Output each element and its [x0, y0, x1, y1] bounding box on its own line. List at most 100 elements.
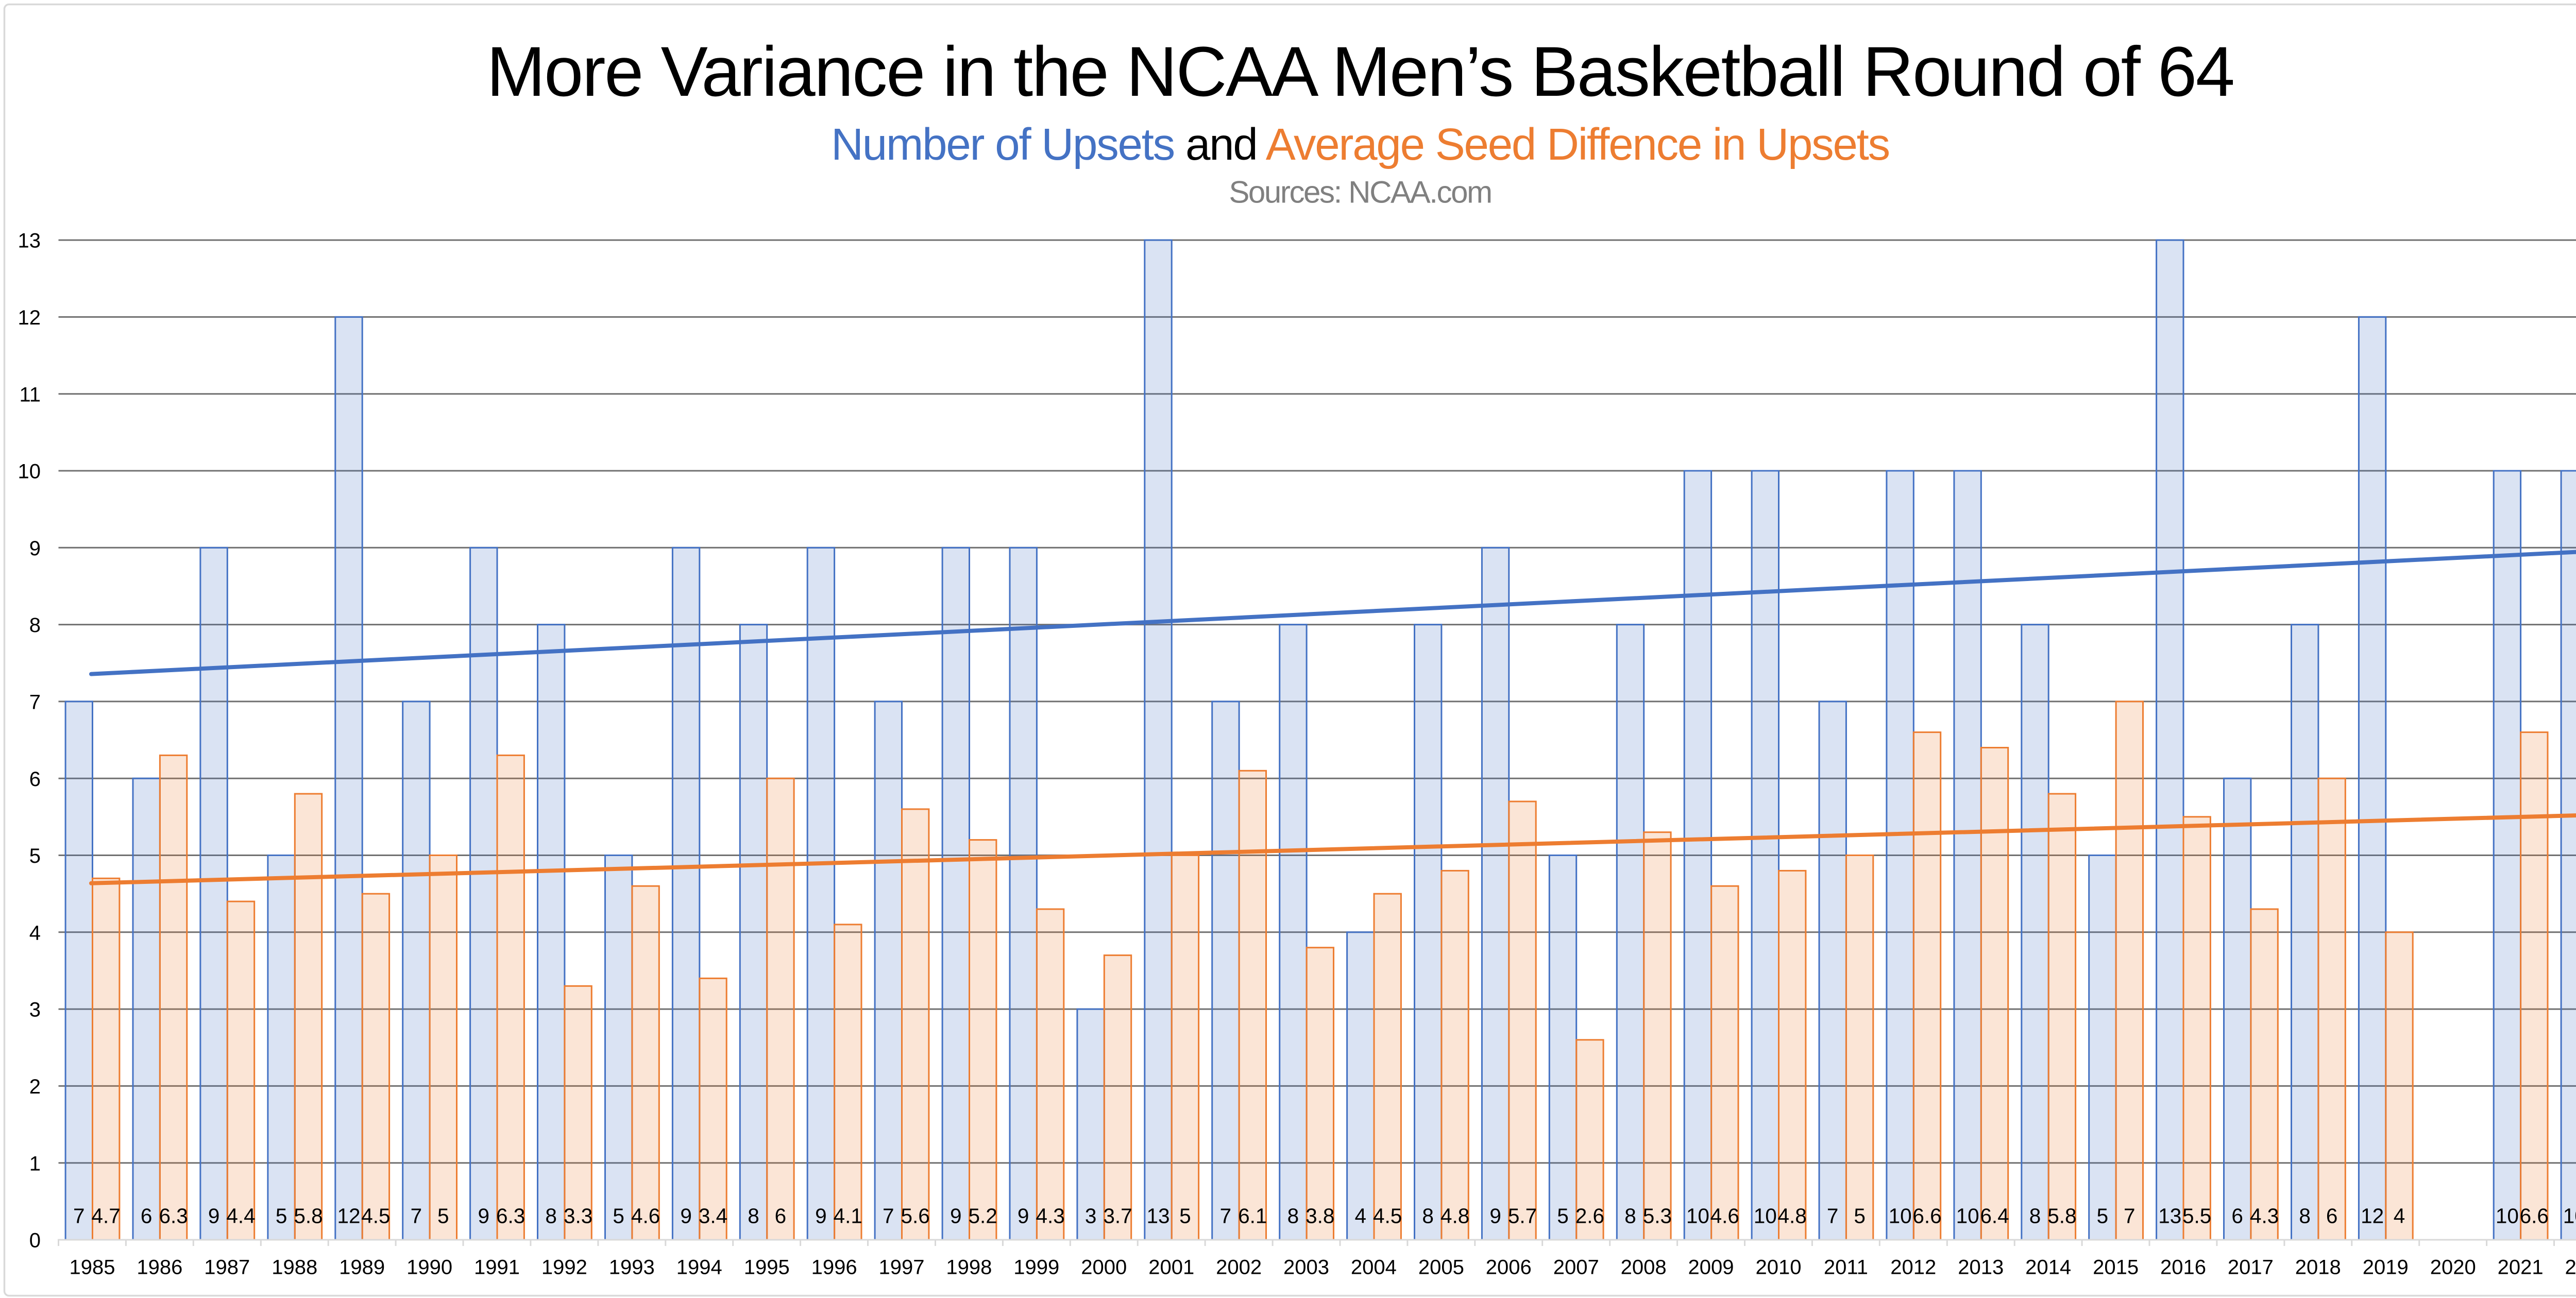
svg-text:13: 13	[18, 230, 41, 252]
svg-text:Number of Upsets and Average S: Number of Upsets and Average Seed Diffen…	[831, 119, 1889, 169]
svg-text:10: 10	[1686, 1204, 1709, 1228]
svg-text:8: 8	[545, 1204, 557, 1228]
svg-text:5.2: 5.2	[969, 1204, 997, 1228]
svg-text:4.5: 4.5	[361, 1204, 390, 1228]
svg-text:1996: 1996	[811, 1256, 857, 1279]
svg-text:5: 5	[276, 1204, 287, 1228]
svg-text:4.8: 4.8	[1778, 1204, 1807, 1228]
svg-text:4.8: 4.8	[1440, 1204, 1469, 1228]
svg-text:1994: 1994	[676, 1256, 722, 1279]
svg-text:1989: 1989	[339, 1256, 385, 1279]
svg-text:5: 5	[437, 1204, 449, 1228]
svg-text:5: 5	[1179, 1204, 1191, 1228]
svg-text:4.3: 4.3	[1036, 1204, 1064, 1228]
svg-text:2.6: 2.6	[1575, 1204, 1604, 1228]
svg-text:10: 10	[2496, 1204, 2519, 1228]
svg-text:2006: 2006	[1486, 1256, 1532, 1279]
svg-text:6: 6	[29, 768, 41, 791]
svg-text:2002: 2002	[1216, 1256, 1262, 1279]
svg-text:2013: 2013	[1958, 1256, 2004, 1279]
svg-text:6.4: 6.4	[1980, 1204, 2009, 1228]
svg-text:11: 11	[19, 383, 41, 406]
svg-text:8: 8	[2299, 1204, 2311, 1228]
svg-text:6.6: 6.6	[2520, 1204, 2549, 1228]
svg-text:4.4: 4.4	[226, 1204, 255, 1228]
svg-text:7: 7	[1827, 1204, 1839, 1228]
svg-text:2022: 2022	[2565, 1256, 2576, 1279]
svg-text:9: 9	[478, 1204, 490, 1228]
svg-text:2003: 2003	[1283, 1256, 1329, 1279]
svg-text:12: 12	[18, 306, 41, 329]
svg-text:1987: 1987	[204, 1256, 250, 1279]
svg-text:12: 12	[337, 1204, 360, 1228]
svg-text:1999: 1999	[1013, 1256, 1059, 1279]
svg-text:5.3: 5.3	[1643, 1204, 1672, 1228]
svg-text:2017: 2017	[2228, 1256, 2274, 1279]
svg-text:3.4: 3.4	[699, 1204, 727, 1228]
svg-text:7: 7	[29, 691, 41, 714]
svg-text:4.1: 4.1	[834, 1204, 862, 1228]
svg-text:3.7: 3.7	[1103, 1204, 1132, 1228]
svg-text:5: 5	[29, 845, 41, 867]
svg-text:2005: 2005	[1418, 1256, 1464, 1279]
svg-text:1997: 1997	[879, 1256, 925, 1279]
svg-text:9: 9	[815, 1204, 827, 1228]
svg-text:5: 5	[613, 1204, 624, 1228]
svg-text:6.6: 6.6	[1912, 1204, 1941, 1228]
svg-text:4: 4	[29, 921, 41, 944]
svg-text:2009: 2009	[1688, 1256, 1734, 1279]
svg-text:5: 5	[1854, 1204, 1866, 1228]
svg-text:4.7: 4.7	[92, 1204, 121, 1228]
svg-text:6: 6	[775, 1204, 787, 1228]
svg-text:7: 7	[1220, 1204, 1232, 1228]
svg-text:13: 13	[1146, 1204, 1170, 1228]
svg-text:3.8: 3.8	[1306, 1204, 1334, 1228]
svg-text:1998: 1998	[946, 1256, 992, 1279]
svg-text:1992: 1992	[541, 1256, 587, 1279]
svg-text:4.6: 4.6	[631, 1204, 660, 1228]
svg-text:2001: 2001	[1148, 1256, 1194, 1279]
svg-text:1985: 1985	[70, 1256, 115, 1279]
svg-text:10: 10	[1956, 1204, 1979, 1228]
svg-text:1991: 1991	[474, 1256, 520, 1279]
svg-text:2018: 2018	[2295, 1256, 2341, 1279]
svg-text:6: 6	[2326, 1204, 2338, 1228]
svg-text:4.5: 4.5	[1373, 1204, 1402, 1228]
svg-text:More Variance in the NCAA Men’: More Variance in the NCAA Men’s Basketba…	[486, 32, 2233, 111]
svg-text:7: 7	[2124, 1204, 2136, 1228]
svg-text:3: 3	[29, 999, 41, 1021]
svg-text:2011: 2011	[1824, 1256, 1868, 1279]
svg-text:Sources: NCAA.com: Sources: NCAA.com	[1229, 175, 1491, 210]
svg-text:12: 12	[2361, 1204, 2384, 1228]
svg-text:2012: 2012	[1890, 1256, 1936, 1279]
svg-text:5.8: 5.8	[294, 1204, 323, 1228]
svg-text:9: 9	[950, 1204, 962, 1228]
svg-text:10: 10	[1754, 1204, 1777, 1228]
svg-text:5.8: 5.8	[2047, 1204, 2076, 1228]
svg-text:2016: 2016	[2160, 1256, 2206, 1279]
svg-text:7: 7	[73, 1204, 85, 1228]
svg-text:9: 9	[208, 1204, 220, 1228]
svg-text:2010: 2010	[1756, 1256, 1802, 1279]
svg-text:6.3: 6.3	[496, 1204, 525, 1228]
svg-text:1: 1	[29, 1152, 41, 1175]
svg-text:0: 0	[29, 1229, 41, 1252]
svg-text:2008: 2008	[1621, 1256, 1667, 1279]
svg-text:8: 8	[1624, 1204, 1636, 1228]
svg-text:5.5: 5.5	[2182, 1204, 2211, 1228]
svg-text:8: 8	[1287, 1204, 1299, 1228]
svg-text:7: 7	[411, 1204, 422, 1228]
svg-text:6.1: 6.1	[1238, 1204, 1267, 1228]
svg-text:6: 6	[2231, 1204, 2243, 1228]
svg-text:2020: 2020	[2430, 1256, 2476, 1279]
svg-text:3.3: 3.3	[564, 1204, 592, 1228]
svg-text:9: 9	[680, 1204, 692, 1228]
svg-text:9: 9	[1489, 1204, 1501, 1228]
svg-text:1995: 1995	[744, 1256, 790, 1279]
svg-text:4: 4	[2394, 1204, 2405, 1228]
svg-text:8: 8	[1422, 1204, 1434, 1228]
svg-text:2014: 2014	[2025, 1256, 2071, 1279]
svg-text:1986: 1986	[137, 1256, 182, 1279]
svg-text:13: 13	[2158, 1204, 2181, 1228]
svg-text:2019: 2019	[2363, 1256, 2409, 1279]
